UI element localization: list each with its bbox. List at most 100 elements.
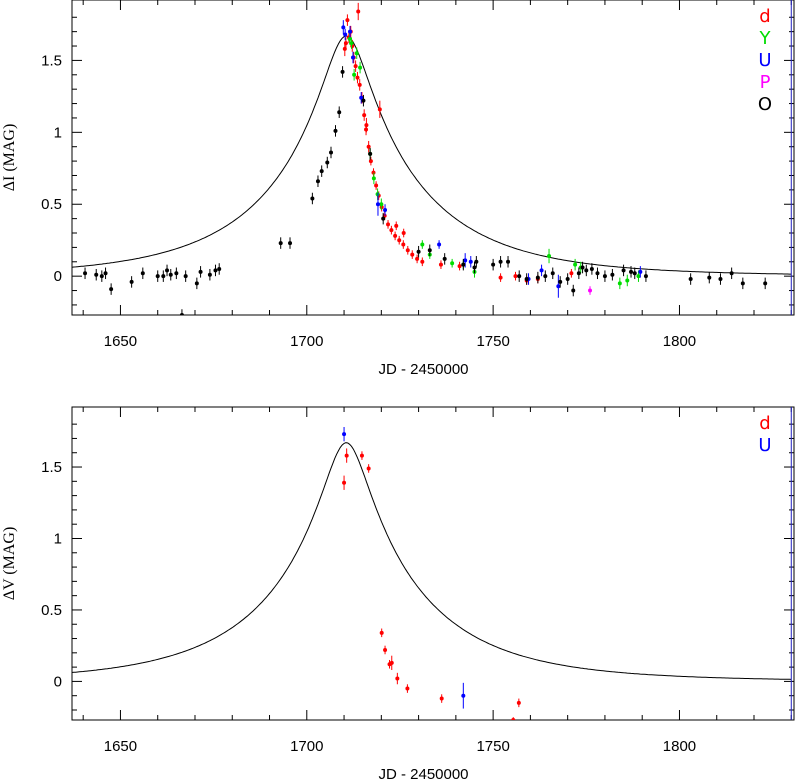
data-point [366,464,371,473]
data-point [602,270,607,282]
data-point [571,284,576,297]
data-point [729,267,734,280]
data-point [319,165,324,177]
marker [632,271,637,276]
x-tick-label: 1750 [476,738,509,755]
marker [359,95,364,100]
legend-entry-d: d [759,413,770,434]
data-point [427,244,432,257]
model-curve [72,442,792,680]
data-point [474,256,479,268]
series-d [342,2,574,285]
data-point [381,212,386,225]
data-point [355,71,360,84]
marker [207,272,212,277]
y-tick-label: 1.5 [41,459,62,476]
marker [625,278,630,283]
data-point [763,277,768,290]
data-point [516,698,521,708]
marker [415,256,420,261]
data-point [94,268,99,281]
marker [278,241,283,246]
marker [109,287,114,292]
marker [375,202,380,207]
data-point [194,277,199,290]
marker [629,269,634,274]
marker [621,268,626,273]
marker [386,222,391,227]
marker [461,693,466,698]
marker [356,9,361,14]
data-point [576,267,581,280]
marker [463,258,468,263]
marker [539,268,544,273]
marker [472,265,477,270]
data-point [155,270,160,282]
marker [543,274,548,279]
plot-area [72,0,792,315]
marker [140,271,145,276]
y-tick-label: 0.5 [41,602,62,619]
data-point [348,25,353,38]
series-d [342,448,521,720]
marker [337,110,342,115]
marker [461,262,466,267]
marker [576,271,581,276]
marker [362,113,367,118]
panel-1: 1650 1700 1750 1800 0 0.5 1 1.5 JD - 2450000 ΔI (… [1,0,795,378]
marker [99,274,104,279]
marker [368,151,373,156]
marker [161,274,166,279]
marker [366,144,371,149]
data-point [354,47,359,59]
model-curve [72,35,792,275]
data-point [359,92,364,104]
marker [352,72,357,77]
data-point [383,204,388,216]
marker [354,51,359,56]
marker [550,271,555,276]
marker [325,160,330,165]
data-point [343,37,348,49]
marker [588,288,593,293]
data-point [617,277,622,290]
marker [427,248,432,253]
y-tick-label: 0 [54,268,62,285]
marker [194,281,199,286]
data-point [129,276,134,288]
marker [383,647,388,652]
data-point [395,672,400,685]
marker [439,696,444,701]
data-point [405,245,410,255]
data-point [349,37,354,49]
y-tick-label: 1.5 [41,52,62,69]
marker [405,686,410,691]
data-point [547,248,552,264]
data-point [377,100,382,118]
x-axis-label: JD - 2450000 [378,361,468,378]
data-point [498,273,503,282]
data-point [558,276,563,288]
data-point [498,256,503,268]
data-point [543,270,548,282]
marker [353,64,358,69]
data-point [539,264,544,277]
marker [344,453,349,458]
legend-entry-Y: Y [759,28,772,49]
data-point [353,60,358,72]
plot-area [72,407,792,720]
marker [442,256,447,261]
marker [474,259,479,264]
marker [341,25,346,30]
data-point [740,277,745,290]
data-point [315,175,320,187]
data-point [386,220,391,229]
marker [351,55,356,60]
data-point [161,270,166,282]
x-tick-label: 1750 [476,333,509,350]
data-point [343,28,348,41]
marker [183,274,188,279]
marker [358,65,363,70]
marker [342,432,347,437]
data-point [457,261,462,271]
